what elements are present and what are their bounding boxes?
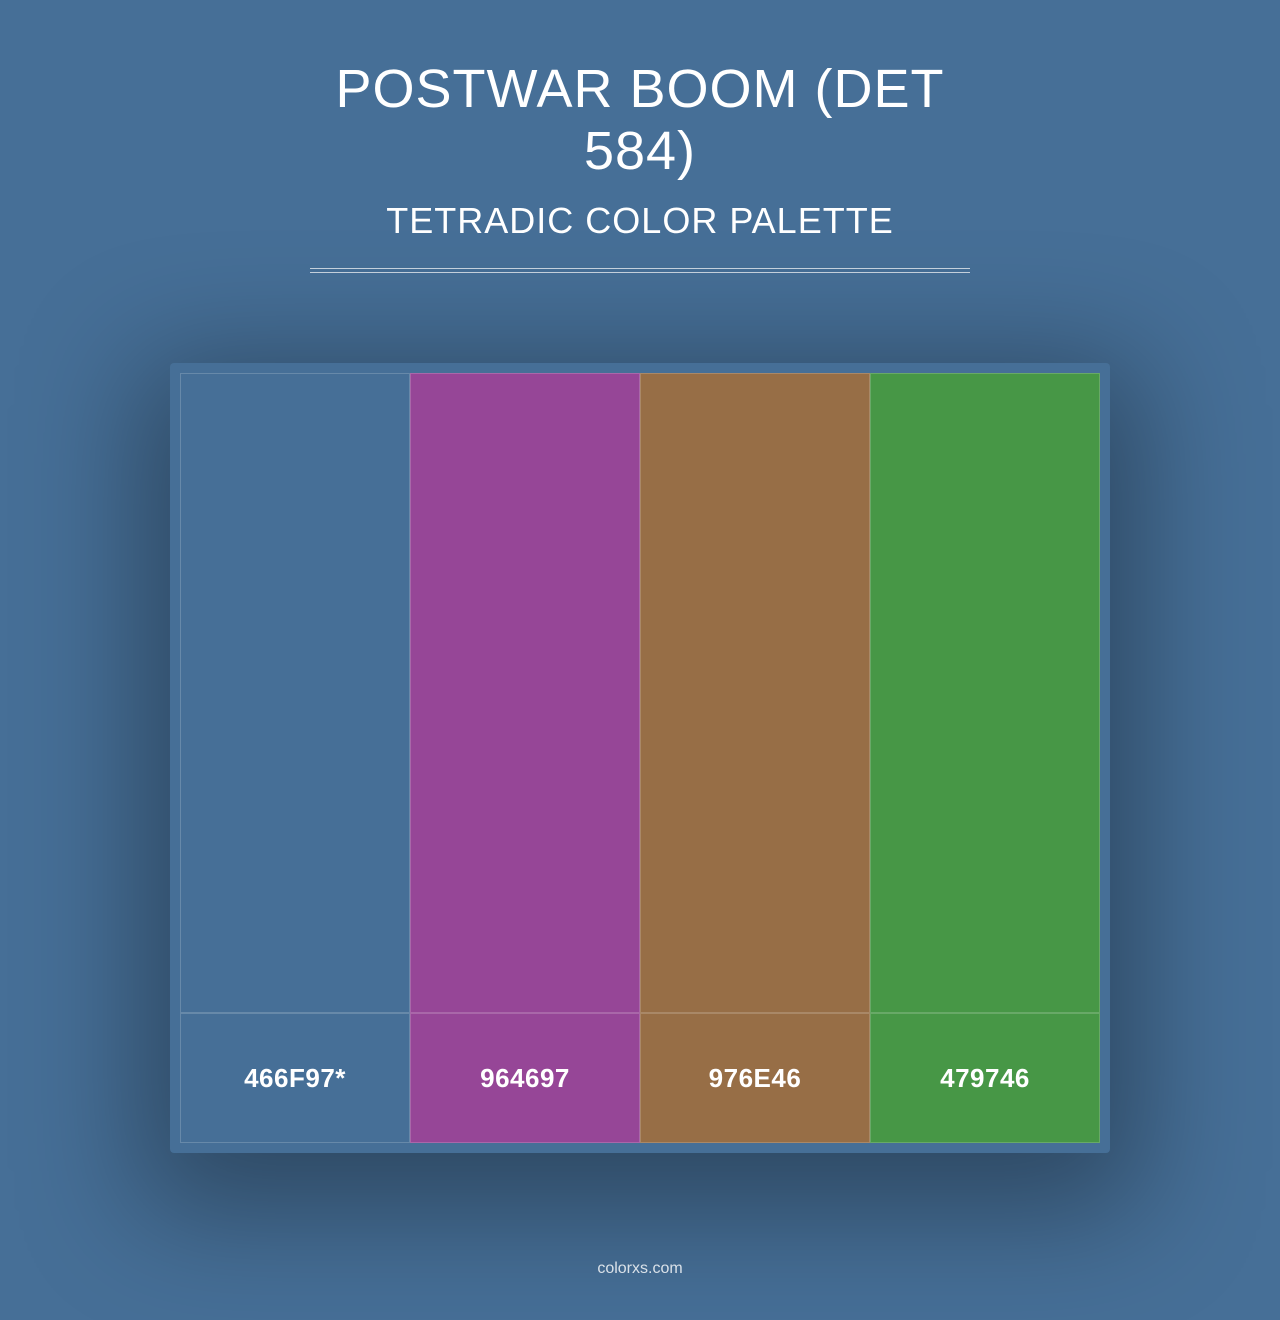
color-label-cell: 976E46 bbox=[640, 1013, 870, 1143]
color-label-cell: 466F97* bbox=[180, 1013, 410, 1143]
color-swatch bbox=[870, 373, 1100, 1013]
color-swatch bbox=[640, 373, 870, 1013]
color-hex-label: 976E46 bbox=[709, 1063, 802, 1094]
footer-credit: colorxs.com bbox=[0, 1260, 1280, 1278]
divider bbox=[310, 268, 970, 273]
palette-column: 479746 bbox=[870, 373, 1100, 1143]
palette-column: 964697 bbox=[410, 373, 640, 1143]
color-label-cell: 964697 bbox=[410, 1013, 640, 1143]
color-hex-label: 466F97* bbox=[244, 1063, 346, 1094]
color-swatch bbox=[410, 373, 640, 1013]
palette-grid: 466F97* 964697 976E46 479746 bbox=[180, 373, 1100, 1143]
palette-container: 466F97* 964697 976E46 479746 bbox=[180, 373, 1100, 1143]
palette-column: 976E46 bbox=[640, 373, 870, 1143]
header: POSTWAR BOOM (DET 584) TETRADIC COLOR PA… bbox=[310, 58, 970, 273]
page: POSTWAR BOOM (DET 584) TETRADIC COLOR PA… bbox=[0, 0, 1280, 1320]
color-swatch bbox=[180, 373, 410, 1013]
color-label-cell: 479746 bbox=[870, 1013, 1100, 1143]
color-hex-label: 964697 bbox=[480, 1063, 570, 1094]
palette-column: 466F97* bbox=[180, 373, 410, 1143]
color-hex-label: 479746 bbox=[940, 1063, 1030, 1094]
page-title: POSTWAR BOOM (DET 584) bbox=[310, 58, 970, 182]
page-subtitle: TETRADIC COLOR PALETTE bbox=[310, 200, 970, 242]
